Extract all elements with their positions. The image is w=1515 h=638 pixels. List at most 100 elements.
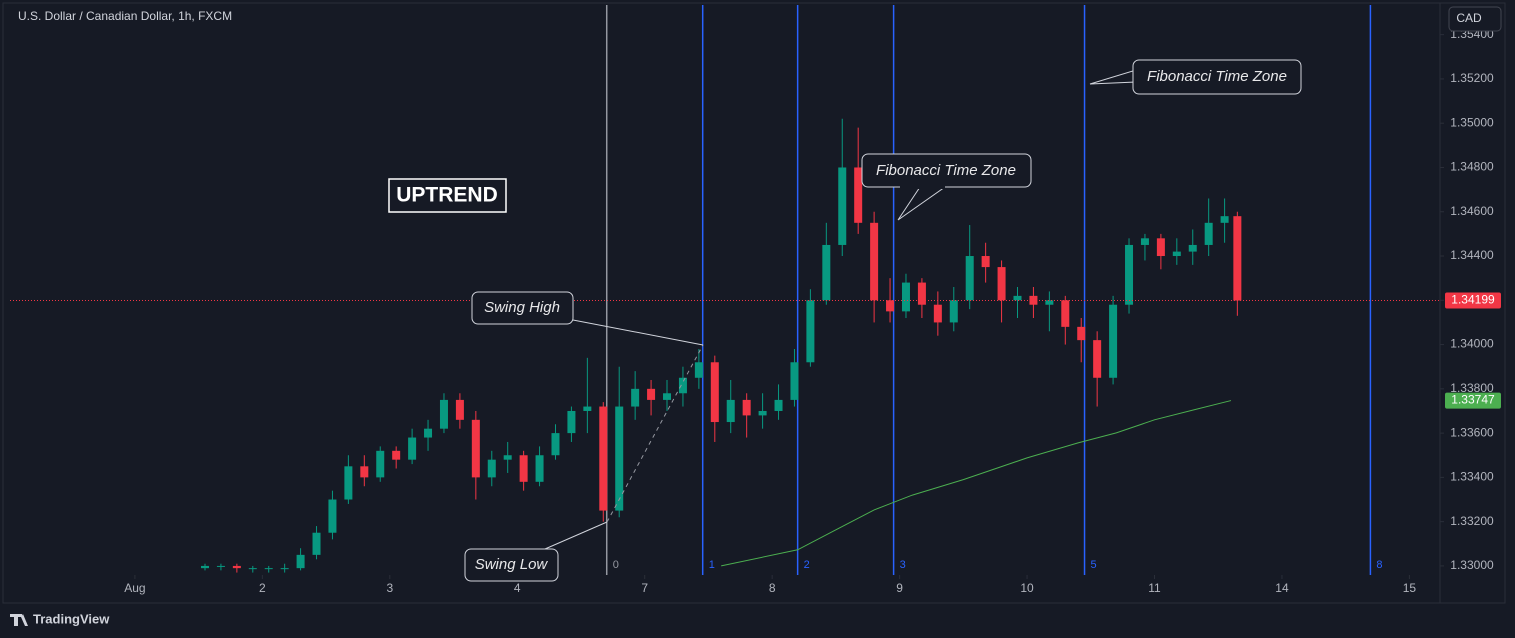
- candle-body: [870, 222, 879, 301]
- candle-body: [742, 399, 751, 416]
- brand-name: TradingView: [33, 611, 110, 626]
- candle-body: [822, 244, 831, 301]
- candle-body: [949, 300, 958, 323]
- candle-body: [455, 399, 464, 420]
- candle-body: [312, 532, 321, 555]
- candle-body: [663, 393, 672, 400]
- candle-body: [631, 388, 640, 407]
- callout-box: [861, 153, 1032, 188]
- candle-body: [503, 455, 512, 460]
- candle-body: [694, 362, 703, 378]
- y-tick-label: 1.34600: [1450, 204, 1494, 218]
- y-tick-label: 1.33800: [1450, 381, 1494, 395]
- y-tick-label: 1.33600: [1450, 425, 1494, 439]
- y-tick-label: 1.35200: [1450, 71, 1494, 85]
- y-tick-label: 1.34000: [1450, 337, 1494, 351]
- candle-body: [933, 304, 942, 323]
- candle-body: [248, 568, 257, 570]
- y-tick-label: 1.35000: [1450, 115, 1494, 129]
- currency-label[interactable]: CAD: [1456, 11, 1482, 25]
- candle-body: [678, 377, 687, 394]
- candle-body: [1233, 216, 1242, 301]
- candle-body: [519, 455, 528, 482]
- x-tick-label: 7: [641, 581, 648, 595]
- candle-body: [583, 406, 592, 411]
- candle-body: [216, 565, 225, 567]
- frame: [2, 2, 1506, 604]
- callout-text: Fibonacci Time Zone: [1147, 68, 1287, 85]
- candle-body: [790, 362, 799, 400]
- brand-logo: [10, 614, 28, 626]
- y-tick-label: 1.33000: [1450, 558, 1494, 572]
- candle-body: [1045, 300, 1054, 305]
- fib-level-label: 3: [900, 559, 906, 571]
- candle-body: [838, 167, 847, 245]
- candle-body: [471, 419, 480, 478]
- candle-body: [280, 568, 289, 570]
- y-tick-label: 1.33400: [1450, 470, 1494, 484]
- candle-body: [328, 499, 337, 533]
- candle-body: [1013, 295, 1022, 301]
- x-tick-label: Aug: [124, 581, 145, 595]
- candle-body: [344, 466, 353, 500]
- candle-body: [1188, 244, 1197, 252]
- y-tick-label: 1.33200: [1450, 514, 1494, 528]
- candle-body: [774, 399, 783, 411]
- candle-body: [647, 388, 656, 400]
- fib-level-label: 5: [1091, 559, 1097, 571]
- candle-body: [981, 256, 990, 268]
- candle-body: [710, 362, 719, 423]
- candle-body: [917, 282, 926, 305]
- candle-body: [1156, 238, 1165, 257]
- y-tick-label: 1.34800: [1450, 160, 1494, 174]
- candle-body: [376, 450, 385, 478]
- candle-body: [232, 565, 241, 569]
- callout-box: [1132, 59, 1302, 95]
- trend-label: UPTREND: [396, 184, 498, 207]
- ma-tag: [1445, 392, 1501, 409]
- x-tick-label: 2: [259, 581, 266, 595]
- candle-body: [854, 167, 863, 223]
- candle-body: [599, 406, 608, 511]
- fib-level-label: 0: [613, 559, 619, 571]
- candle-body: [886, 300, 895, 312]
- candle-body: [487, 459, 496, 478]
- candle-body: [567, 410, 576, 434]
- candle-body: [424, 428, 433, 438]
- callout-text: Swing Low: [475, 556, 549, 573]
- candle-body: [758, 410, 767, 416]
- candle-body: [392, 450, 401, 460]
- symbol-title: U.S. Dollar / Canadian Dollar, 1h, FXCM: [18, 9, 232, 23]
- x-tick-label: 10: [1020, 581, 1034, 595]
- candle-body: [439, 399, 448, 429]
- fib-level-label: 1: [709, 559, 715, 571]
- candle-body: [535, 455, 544, 482]
- last-price-label: 1.34199: [1451, 293, 1495, 307]
- callout-text: Fibonacci Time Zone: [876, 162, 1016, 179]
- candle-body: [408, 437, 417, 460]
- candle-body: [965, 256, 974, 301]
- x-tick-label: 11: [1148, 581, 1161, 595]
- candle-body: [1220, 216, 1229, 223]
- callout-box: [464, 548, 559, 582]
- candle-body: [1061, 300, 1070, 327]
- candle-body: [1172, 251, 1181, 257]
- candle-body: [1093, 340, 1102, 378]
- candle-body: [901, 282, 910, 312]
- candle-body: [806, 300, 815, 363]
- x-tick-label: 8: [769, 581, 776, 595]
- currency-button[interactable]: [1448, 6, 1502, 32]
- candle-body: [726, 399, 735, 423]
- trend-box: [388, 178, 507, 213]
- candle-body: [1077, 326, 1086, 341]
- candle-body: [997, 267, 1006, 301]
- callout-text: Swing High: [484, 299, 560, 316]
- candle-body: [1204, 222, 1213, 245]
- callout-box: [471, 291, 574, 325]
- candle-body: [615, 406, 624, 511]
- x-tick-label: 14: [1275, 581, 1289, 595]
- candle-body: [551, 433, 560, 456]
- x-tick-label: 4: [514, 581, 521, 595]
- last-price-tag: [1445, 292, 1501, 309]
